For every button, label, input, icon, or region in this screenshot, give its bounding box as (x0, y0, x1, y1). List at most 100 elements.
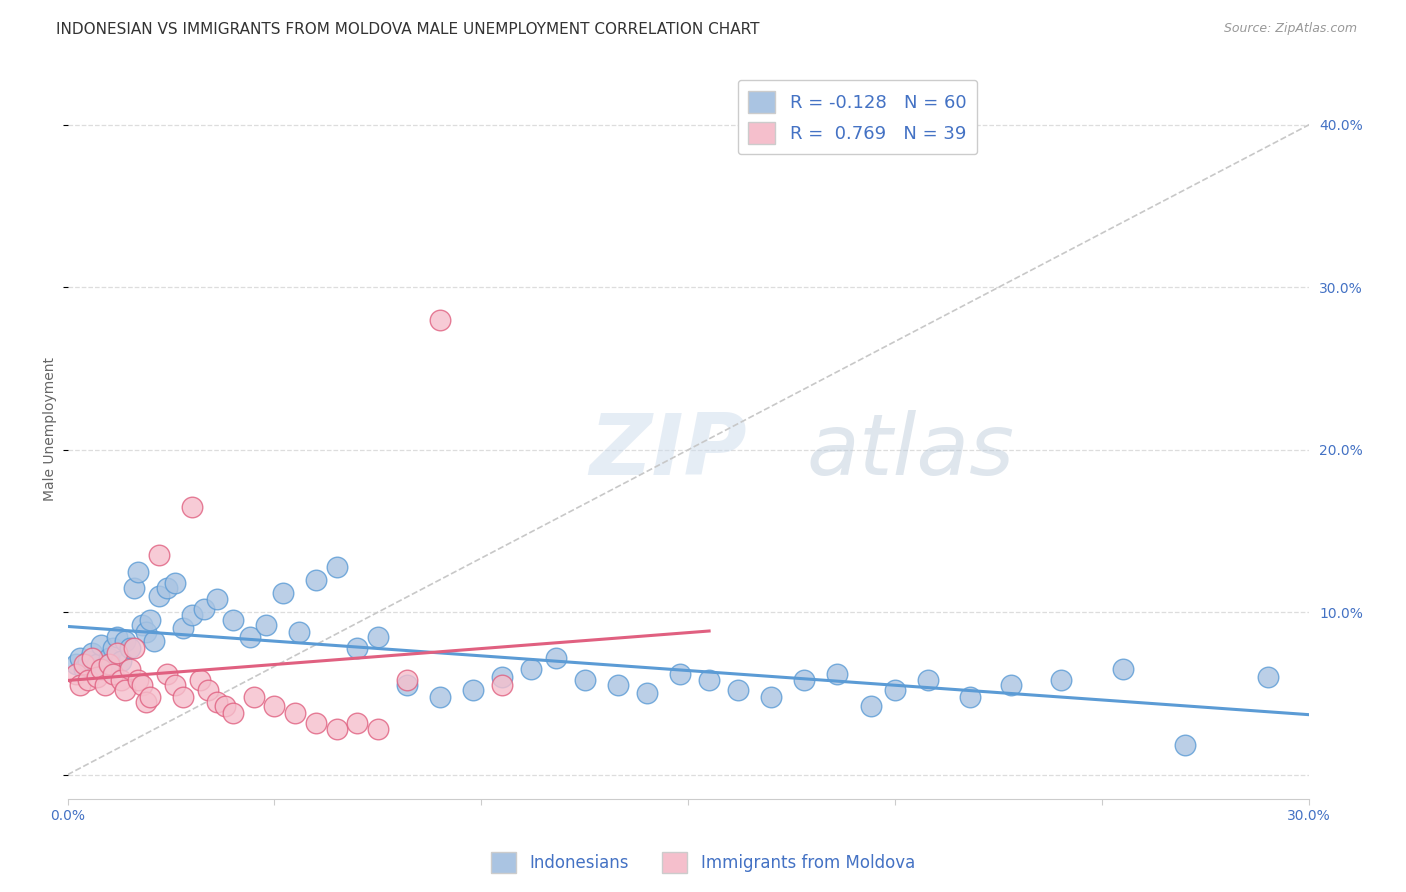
Point (491, 678, 513, 692)
Point (118, 662, 141, 676)
Point (165, 575, 187, 590)
Point (205, 694, 228, 708)
Point (959, 690, 981, 704)
Point (127, 673, 149, 688)
Point (139, 690, 162, 704)
Point (284, 706, 307, 720)
Point (793, 673, 815, 688)
Legend: Indonesians, Immigrants from Moldova: Indonesians, Immigrants from Moldova (485, 846, 921, 880)
Point (1174, 739, 1197, 753)
Point (180, 608, 202, 623)
Point (135, 624, 157, 639)
Point (346, 640, 368, 655)
Point (82, 646, 104, 660)
Point (346, 715, 368, 730)
Point (97, 657, 120, 672)
Point (827, 667, 849, 681)
Point (325, 559, 347, 574)
Point (148, 589, 170, 603)
Point (188, 673, 211, 688)
Point (172, 622, 194, 636)
Point (1050, 673, 1073, 688)
Point (1112, 662, 1135, 676)
Point (101, 640, 124, 655)
Point (193, 602, 215, 616)
Point (143, 634, 166, 648)
Point (1257, 670, 1279, 684)
Point (122, 640, 145, 655)
Point (122, 581, 145, 595)
Point (395, 678, 418, 692)
Point (544, 650, 567, 665)
Point (429, 690, 451, 704)
Point (859, 699, 882, 714)
Point (367, 722, 389, 736)
Point (135, 694, 157, 708)
Point (463, 683, 485, 698)
Text: Source: ZipAtlas.com: Source: ZipAtlas.com (1223, 22, 1357, 36)
Point (305, 715, 328, 730)
Y-axis label: Male Unemployment: Male Unemployment (44, 358, 58, 501)
Point (1000, 678, 1022, 692)
Point (90, 662, 112, 676)
Point (574, 673, 596, 688)
Point (156, 581, 179, 595)
Point (139, 613, 162, 627)
Point (65, 667, 87, 681)
Point (884, 683, 907, 698)
Point (90, 638, 112, 652)
Point (77, 654, 100, 668)
Point (727, 683, 749, 698)
Point (94, 678, 117, 692)
Point (197, 683, 219, 698)
Point (131, 678, 153, 692)
Point (243, 690, 266, 704)
Point (205, 592, 228, 607)
Point (156, 667, 179, 681)
Point (110, 654, 132, 668)
Point (86, 670, 108, 684)
Point (97, 650, 120, 665)
Point (697, 673, 720, 688)
Point (77, 673, 100, 688)
Point (101, 667, 124, 681)
Point (131, 618, 153, 632)
Point (254, 618, 277, 632)
Point (263, 699, 285, 714)
Point (288, 624, 311, 639)
Text: ZIP: ZIP (589, 410, 747, 493)
Point (110, 673, 132, 688)
Point (222, 613, 245, 627)
Point (395, 673, 418, 688)
Point (429, 312, 451, 326)
Point (761, 690, 783, 704)
Point (94, 662, 117, 676)
Point (73, 662, 96, 676)
Point (105, 630, 128, 644)
Point (239, 630, 262, 644)
Point (82, 650, 104, 665)
Point (214, 699, 236, 714)
Point (669, 667, 692, 681)
Point (127, 565, 149, 579)
Point (69, 678, 91, 692)
Point (172, 690, 194, 704)
Point (65, 657, 87, 672)
Point (114, 683, 136, 698)
Point (607, 678, 630, 692)
Point (917, 673, 939, 688)
Point (636, 686, 658, 700)
Point (148, 549, 170, 563)
Point (69, 650, 91, 665)
Point (520, 662, 543, 676)
Point (73, 657, 96, 672)
Legend: R = -0.128   N = 60, R =  0.769   N = 39: R = -0.128 N = 60, R = 0.769 N = 39 (738, 79, 977, 154)
Text: INDONESIAN VS IMMIGRANTS FROM MOLDOVA MALE UNEMPLOYMENT CORRELATION CHART: INDONESIAN VS IMMIGRANTS FROM MOLDOVA MA… (56, 22, 759, 37)
Point (180, 500, 202, 514)
Point (118, 640, 141, 655)
Point (367, 630, 389, 644)
Point (305, 573, 328, 587)
Point (491, 670, 513, 684)
Point (105, 646, 128, 660)
Point (222, 706, 245, 720)
